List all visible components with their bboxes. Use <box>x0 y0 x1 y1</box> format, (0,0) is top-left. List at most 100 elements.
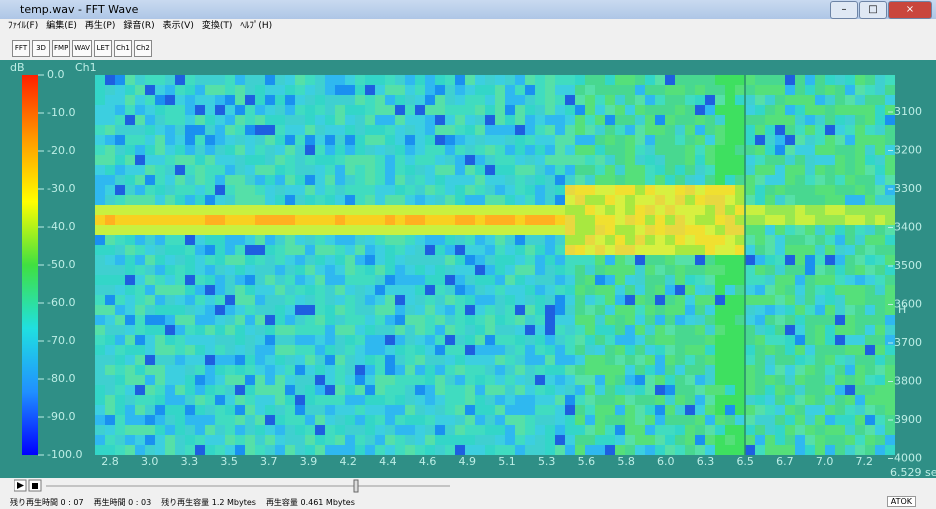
toolbar: FFT3DFMPWAVLETCh1Ch2 <box>0 40 152 58</box>
spectrogram-cell <box>105 105 115 115</box>
spectrogram-cell <box>525 405 535 415</box>
spectrogram-cell <box>125 205 135 215</box>
spectrogram-cell <box>275 445 285 455</box>
spectrogram-cell <box>435 275 445 285</box>
spectrogram-cell <box>145 415 155 425</box>
spectrogram-cell <box>345 175 355 185</box>
spectrogram-cell <box>355 235 365 245</box>
spectrogram-cell <box>415 225 425 235</box>
menu-item[interactable]: 再生(P) <box>85 19 115 33</box>
spectrogram-cell <box>115 75 125 85</box>
spectrogram-cell <box>185 75 195 85</box>
spectrogram-cell <box>535 295 545 305</box>
spectrogram-cell <box>815 345 825 355</box>
spectrogram-cell <box>95 295 105 305</box>
toolbar-button[interactable]: Ch1 <box>114 40 132 57</box>
spectrogram-cell <box>765 135 775 145</box>
spectrogram-cell <box>475 95 485 105</box>
spectrogram-cell <box>835 405 845 415</box>
toolbar-button[interactable]: FMP <box>52 40 70 57</box>
spectrogram-cell <box>845 245 855 255</box>
spectrogram-cell <box>745 295 755 305</box>
spectrogram-cell <box>135 205 145 215</box>
spectrogram-cell <box>465 305 475 315</box>
spectrogram-cell <box>395 175 405 185</box>
spectrogram-cell <box>835 215 845 225</box>
menu-item[interactable]: 表示(V) <box>163 19 194 33</box>
spectrogram-cell <box>725 355 735 365</box>
spectrogram-cell <box>565 405 575 415</box>
spectrogram-cell <box>795 85 805 95</box>
spectrogram-cell <box>755 185 765 195</box>
spectrogram-cell <box>125 145 135 155</box>
spectrogram-cell <box>575 245 585 255</box>
spectrogram-cell <box>445 75 455 85</box>
spectrogram-cell <box>315 355 325 365</box>
spectrogram-cell <box>175 325 185 335</box>
spectrogram-cell <box>345 345 355 355</box>
close-button[interactable]: × <box>888 1 932 19</box>
toolbar-button[interactable]: WAV <box>72 40 92 57</box>
spectrogram-cell <box>765 105 775 115</box>
toolbar-button[interactable]: Ch2 <box>134 40 152 57</box>
spectrogram-cell <box>295 235 305 245</box>
spectrogram-cell <box>825 75 835 85</box>
spectrogram-cell <box>105 215 115 225</box>
spectrogram-cell <box>865 255 875 265</box>
spectrogram-cell <box>475 335 485 345</box>
menu-item[interactable]: 編集(E) <box>46 19 77 33</box>
slider-thumb[interactable] <box>354 480 358 492</box>
menu-item[interactable]: 録音(R) <box>123 19 154 33</box>
spectrogram-cell <box>645 405 655 415</box>
spectrogram-cell <box>755 225 765 235</box>
spectrogram-cell <box>445 215 455 225</box>
spectrogram-cell <box>175 355 185 365</box>
spectrogram-cell <box>585 155 595 165</box>
menu-item[interactable]: ﾍﾙﾌﾟ(H) <box>240 19 272 33</box>
menu-item[interactable]: ﾌｧｲﾙ(F) <box>8 19 38 33</box>
spectrogram-cell <box>265 305 275 315</box>
spectrogram-cell <box>685 245 695 255</box>
spectrogram-cell <box>165 155 175 165</box>
spectrogram-cell <box>545 395 555 405</box>
minimize-button[interactable]: – <box>830 1 858 19</box>
spectrogram-cell <box>385 405 395 415</box>
spectrogram-cell <box>165 95 175 105</box>
spectrogram-cell <box>205 305 215 315</box>
spectrogram-cell <box>255 115 265 125</box>
spectrogram-cell <box>385 165 395 175</box>
spectrogram-cell <box>585 85 595 95</box>
toolbar-button[interactable]: FFT <box>12 40 30 57</box>
spectrogram-cell <box>585 405 595 415</box>
spectrogram-cell <box>825 165 835 175</box>
spectrogram-cell <box>865 285 875 295</box>
spectrogram-cell <box>655 335 665 345</box>
spectrogram-cell <box>455 115 465 125</box>
spectrogram-cell <box>555 155 565 165</box>
toolbar-button[interactable]: 3D <box>32 40 50 57</box>
spectrogram-cell <box>475 125 485 135</box>
spectrogram-cell <box>435 155 445 165</box>
toolbar-button[interactable]: LET <box>94 40 112 57</box>
spectrogram-cell <box>385 445 395 455</box>
spectrogram-cell <box>355 445 365 455</box>
spectrogram-cell <box>125 135 135 145</box>
spectrogram-cell <box>105 295 115 305</box>
spectrogram-cell <box>735 75 745 85</box>
spectrogram-cell <box>505 295 515 305</box>
spectrogram-cell <box>285 365 295 375</box>
spectrogram-cell <box>495 265 505 275</box>
spectrogram-cell <box>145 365 155 375</box>
spectrogram-cell <box>835 265 845 275</box>
maximize-button[interactable]: □ <box>859 1 887 19</box>
spectrogram-cell <box>345 265 355 275</box>
spectrogram-cell <box>225 115 235 125</box>
spectrogram-cell <box>285 285 295 295</box>
spectrogram-cell <box>505 335 515 345</box>
menu-item[interactable]: 変換(T) <box>202 19 233 33</box>
spectrogram-cell <box>155 375 165 385</box>
spectrogram-cell <box>555 105 565 115</box>
spectrogram-cell <box>795 285 805 295</box>
spectrogram-cell <box>725 165 735 175</box>
spectrogram-cell <box>385 435 395 445</box>
